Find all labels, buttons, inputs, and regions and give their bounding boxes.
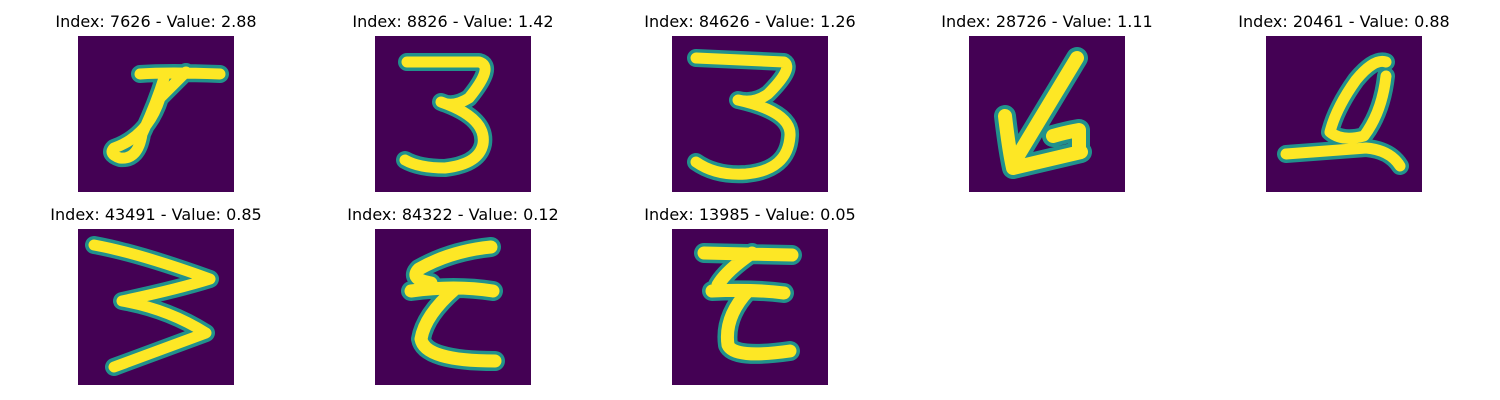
panel-title: Index: 13985 - Value: 0.05	[644, 205, 856, 224]
digit-image	[672, 36, 828, 192]
digit-image	[375, 229, 531, 385]
panel-title: Index: 20461 - Value: 0.88	[1238, 12, 1450, 31]
panel-title: Index: 84626 - Value: 1.26	[644, 12, 856, 31]
panel-title: Index: 84322 - Value: 0.12	[347, 205, 559, 224]
image-panel-6: Index: 43491 - Value: 0.85	[6, 205, 306, 385]
image-panel-3: Index: 84626 - Value: 1.26	[600, 12, 900, 192]
panel-title: Index: 7626 - Value: 2.88	[55, 12, 257, 31]
digit-image	[1266, 36, 1422, 192]
panel-title: Index: 43491 - Value: 0.85	[50, 205, 262, 224]
digit-image	[969, 36, 1125, 192]
image-panel-5: Index: 20461 - Value: 0.88	[1194, 12, 1494, 192]
image-panel-7: Index: 84322 - Value: 0.12	[303, 205, 603, 385]
panel-title: Index: 28726 - Value: 1.11	[941, 12, 1153, 31]
digit-image	[672, 229, 828, 385]
panel-title: Index: 8826 - Value: 1.42	[352, 12, 554, 31]
image-panel-2: Index: 8826 - Value: 1.42	[303, 12, 603, 192]
image-panel-8: Index: 13985 - Value: 0.05	[600, 205, 900, 385]
digit-image	[375, 36, 531, 192]
image-panel-1: Index: 7626 - Value: 2.88	[6, 12, 306, 192]
digit-image	[78, 229, 234, 385]
digit-image	[78, 36, 234, 192]
image-panel-4: Index: 28726 - Value: 1.11	[897, 12, 1197, 192]
